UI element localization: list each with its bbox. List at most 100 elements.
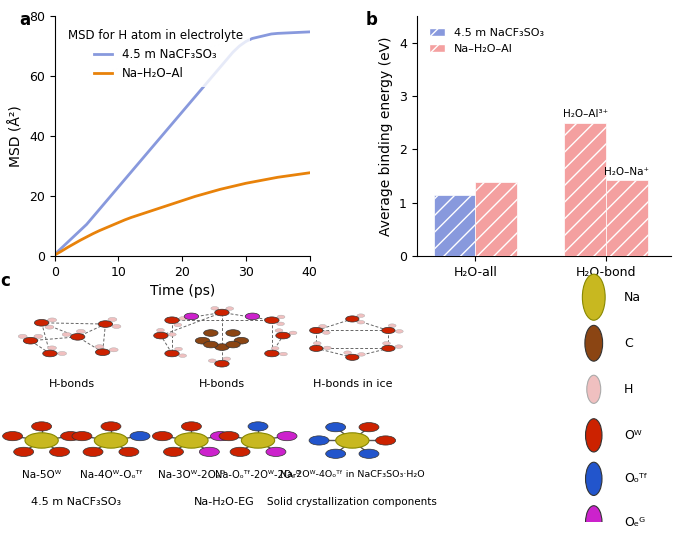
Circle shape [71, 334, 85, 340]
Bar [606, 180, 648, 256]
Circle shape [264, 317, 279, 324]
Text: a: a [19, 11, 30, 29]
Circle shape [586, 462, 602, 496]
Text: Oᵂ: Oᵂ [624, 429, 642, 442]
Circle shape [395, 329, 403, 333]
Circle shape [309, 436, 329, 445]
Circle shape [585, 325, 603, 361]
Circle shape [165, 350, 179, 357]
Circle shape [325, 449, 346, 458]
Circle shape [382, 327, 395, 334]
Circle shape [112, 325, 121, 328]
Circle shape [277, 322, 284, 326]
Circle shape [382, 345, 395, 351]
Circle shape [184, 313, 199, 320]
Circle shape [34, 334, 42, 338]
Circle shape [199, 447, 219, 456]
Circle shape [153, 432, 173, 441]
Circle shape [388, 324, 396, 327]
Circle shape [203, 330, 218, 336]
Circle shape [359, 449, 379, 458]
Circle shape [110, 348, 118, 352]
Circle shape [83, 447, 103, 456]
Circle shape [226, 307, 234, 310]
Circle shape [210, 432, 230, 441]
Circle shape [95, 345, 104, 349]
Text: Na-H₂O-EG: Na-H₂O-EG [195, 497, 255, 507]
Circle shape [323, 331, 330, 334]
Text: H-bonds in ice: H-bonds in ice [312, 379, 392, 389]
X-axis label: Time (ps): Time (ps) [149, 284, 215, 298]
Text: H₂O–Al³⁺: H₂O–Al³⁺ [562, 109, 608, 119]
Circle shape [357, 320, 364, 324]
Circle shape [174, 323, 182, 327]
Circle shape [157, 328, 164, 332]
Circle shape [234, 337, 249, 344]
Circle shape [208, 359, 216, 362]
Circle shape [245, 313, 260, 320]
Circle shape [375, 436, 396, 445]
Circle shape [119, 447, 139, 456]
Circle shape [32, 422, 51, 431]
Circle shape [323, 346, 332, 350]
Circle shape [77, 329, 85, 334]
Circle shape [346, 316, 359, 322]
Bar [475, 182, 517, 256]
Text: c: c [0, 272, 10, 289]
Circle shape [214, 309, 229, 316]
Circle shape [271, 346, 279, 350]
Circle shape [241, 433, 275, 448]
Text: Solid crystallization components: Solid crystallization components [267, 497, 437, 507]
Circle shape [223, 357, 231, 361]
Circle shape [586, 506, 602, 533]
Circle shape [319, 325, 327, 328]
Circle shape [58, 351, 66, 356]
Circle shape [165, 317, 179, 324]
Circle shape [48, 318, 57, 322]
Text: Na-3Oᵂ-2Oₑᴳ: Na-3Oᵂ-2Oₑᴳ [158, 470, 225, 480]
Text: Oₒᵀᶠ: Oₒᵀᶠ [624, 472, 648, 486]
Circle shape [289, 331, 297, 335]
Circle shape [313, 342, 321, 345]
Circle shape [279, 352, 287, 356]
Circle shape [248, 422, 268, 431]
Circle shape [344, 351, 351, 354]
Circle shape [18, 334, 27, 338]
Circle shape [98, 321, 112, 327]
Circle shape [264, 350, 279, 357]
Circle shape [266, 447, 286, 456]
Circle shape [277, 315, 285, 319]
Circle shape [95, 349, 110, 356]
Circle shape [3, 432, 23, 441]
Circle shape [219, 432, 239, 441]
Circle shape [153, 332, 168, 339]
Circle shape [275, 329, 283, 332]
Circle shape [175, 433, 208, 448]
Circle shape [48, 346, 56, 350]
Circle shape [325, 423, 346, 432]
Circle shape [230, 447, 250, 456]
Circle shape [95, 433, 127, 448]
Circle shape [203, 341, 218, 348]
Circle shape [357, 314, 364, 318]
Circle shape [358, 353, 365, 356]
Circle shape [226, 330, 240, 336]
Circle shape [310, 345, 323, 351]
Legend: 4.5 m NaCF₃SO₃, Na–H₂O–Al: 4.5 m NaCF₃SO₃, Na–H₂O–Al [61, 22, 250, 87]
Circle shape [182, 422, 201, 431]
Circle shape [179, 354, 186, 358]
Circle shape [346, 354, 359, 360]
Text: Na: Na [624, 290, 641, 304]
Circle shape [195, 337, 210, 344]
Text: b: b [366, 11, 377, 29]
Legend: 4.5 m NaCF₃SO₃, Na–H₂O–Al: 4.5 m NaCF₃SO₃, Na–H₂O–Al [422, 21, 551, 60]
Circle shape [72, 432, 92, 441]
Circle shape [276, 332, 290, 339]
Circle shape [277, 432, 297, 441]
Circle shape [226, 341, 240, 348]
Circle shape [310, 327, 323, 334]
Circle shape [214, 360, 229, 367]
Circle shape [61, 432, 81, 441]
Circle shape [587, 375, 601, 403]
Circle shape [582, 274, 605, 320]
